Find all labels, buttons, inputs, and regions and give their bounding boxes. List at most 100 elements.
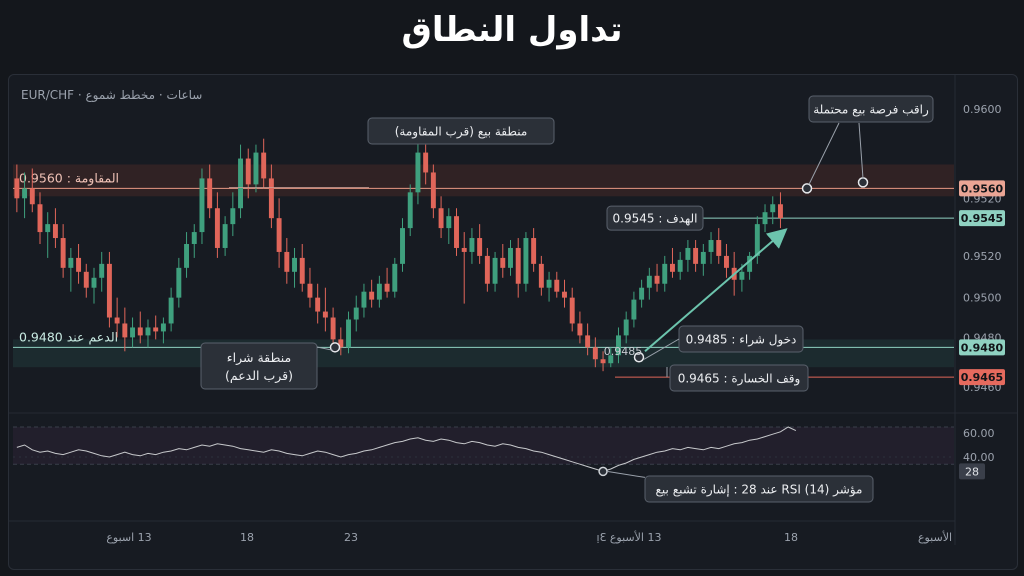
resistance-axis-tag-bg: [959, 180, 1005, 197]
sell-zone-label-text: منطقة بيع (قرب المقاومة): [395, 124, 528, 139]
candle-body: [407, 192, 413, 229]
candle-body: [415, 152, 421, 193]
candle-body: [739, 271, 745, 280]
candle: [222, 216, 228, 256]
sell-zone-label: منطقة بيع (قرب المقاومة): [367, 117, 555, 145]
candle-body: [353, 307, 359, 320]
candle-body: [137, 327, 143, 336]
candle-body: [747, 255, 753, 272]
candle-body: [484, 255, 490, 284]
candle-body: [369, 291, 375, 300]
candle-body: [22, 188, 28, 199]
buy-zone-label-bg: [200, 342, 318, 390]
candle-body: [68, 257, 74, 268]
rsi-annotation-pointer: [606, 470, 646, 478]
candle-body: [500, 257, 506, 268]
candle-body: [292, 257, 297, 272]
candle-body: [677, 259, 683, 272]
candle: [99, 251, 105, 292]
candle-body: [176, 267, 182, 298]
candle-body: [14, 178, 20, 199]
candle-body: [199, 178, 205, 233]
candle: [307, 267, 313, 308]
x-tick-label: 13 الأسبوع ᴉƐ: [597, 530, 662, 544]
candle: [29, 168, 35, 213]
candle: [407, 184, 413, 237]
candle: [762, 204, 768, 233]
x-tick-label: 18: [240, 531, 254, 544]
candle-body: [37, 204, 43, 233]
target-label: الهدف : 0.9545: [606, 205, 704, 231]
candle: [708, 232, 714, 264]
candle-body: [546, 279, 552, 288]
candle: [562, 279, 567, 308]
candle-body: [261, 152, 267, 179]
y-tick-label: 0.9500: [963, 292, 1002, 305]
y-tick-label: 0.9600: [963, 103, 1002, 116]
candle: [500, 243, 506, 278]
support-axis-tag-text: 0.9480: [961, 341, 1004, 354]
candle-body: [523, 238, 529, 284]
stop-label-bg: [669, 364, 809, 392]
candle: [747, 251, 753, 280]
watch-label-text: راقب فرصة بيع محتملة: [813, 102, 929, 117]
candle: [130, 317, 136, 348]
candle: [484, 247, 490, 292]
entry-pointer: [643, 338, 680, 360]
candle: [716, 228, 722, 264]
candle: [461, 232, 467, 304]
rsi-y-tick-label: 40.00: [963, 451, 995, 464]
rsi-value-tag-bg: [959, 463, 985, 480]
candle: [400, 218, 405, 272]
chart-panel: المقاومة : 0.9560 الدعم عند 0.9480 مؤشر (…: [8, 74, 1018, 570]
rsi-value-tag-text: 28: [965, 465, 979, 478]
candle: [608, 347, 614, 368]
candle-body: [315, 297, 321, 312]
candle: [322, 287, 328, 332]
candle: [554, 271, 560, 298]
candle: [538, 255, 544, 296]
target-label-text: الهدف : 0.9545: [613, 211, 698, 225]
instrument-label: EUR/CHF · ساعات · مخطط شموع: [21, 88, 202, 103]
candle: [477, 224, 483, 264]
axes: 0.96000.95200.95200.95000.94800.94600.95…: [9, 75, 1005, 545]
candle-body: [646, 275, 652, 288]
candle-body: [531, 238, 537, 264]
candle-body: [76, 257, 82, 272]
candle-body: [585, 335, 591, 348]
candle: [623, 311, 629, 344]
candle: [14, 164, 20, 213]
buy-zone-pointer: [316, 346, 334, 351]
candle-body: [716, 240, 722, 256]
candle: [199, 168, 205, 244]
candle-body: [191, 232, 197, 244]
candle-body: [346, 319, 351, 348]
support-axis-tag-bg: [959, 339, 1005, 356]
candle-body: [762, 212, 768, 225]
candle: [284, 238, 290, 284]
candle-body: [160, 323, 166, 332]
candle-body: [430, 172, 436, 209]
candle: [492, 251, 498, 292]
candle: [523, 232, 529, 292]
candle: [446, 208, 452, 244]
candle-body: [538, 263, 544, 288]
rsi-value-tag: 28: [959, 463, 985, 480]
rsi-band: [13, 427, 954, 465]
stop-axis-tag: 0.9465: [959, 369, 1005, 386]
candle-body: [700, 251, 706, 264]
candle-body: [83, 271, 89, 288]
candle-body: [477, 238, 483, 256]
candle: [52, 208, 58, 248]
candle: [346, 311, 351, 354]
candle-body: [168, 297, 174, 324]
support-label: الدعم عند 0.9480: [19, 329, 118, 345]
candle-body: [230, 208, 236, 225]
candle-body: [122, 323, 128, 338]
candle-body: [592, 347, 598, 360]
buy-zone-marker: [329, 342, 341, 353]
candle-body: [693, 247, 699, 264]
candle: [106, 251, 112, 328]
x-tick-label: 23: [344, 531, 358, 544]
candle: [685, 240, 691, 272]
